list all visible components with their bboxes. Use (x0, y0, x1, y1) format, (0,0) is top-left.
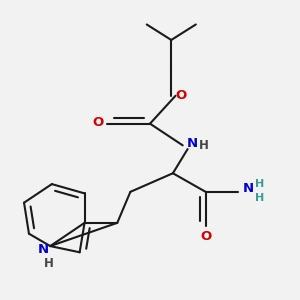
Text: H: H (199, 139, 209, 152)
Text: N: N (187, 137, 198, 150)
Text: O: O (92, 116, 103, 129)
Text: H: H (255, 179, 264, 189)
Text: O: O (200, 230, 211, 243)
Text: H: H (255, 193, 264, 203)
Text: H: H (44, 256, 53, 270)
Text: N: N (38, 243, 49, 256)
Text: N: N (243, 182, 254, 195)
Text: O: O (176, 89, 187, 102)
